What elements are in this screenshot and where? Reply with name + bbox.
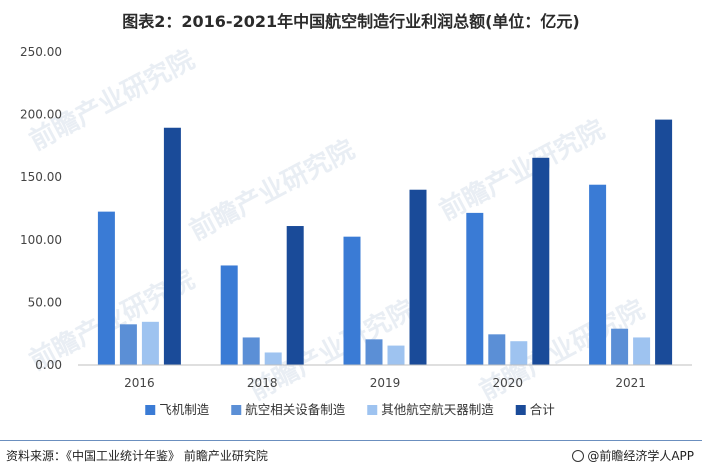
y-tick-label: 50.00 [28, 295, 62, 309]
legend-swatch [367, 405, 378, 415]
bar [409, 189, 427, 365]
y-axis: 0.00 50.00 100.00 150.00 200.00 250.00 [20, 45, 62, 372]
legend-label: 其他航空航天器制造 [381, 402, 494, 417]
bar [532, 157, 550, 365]
bars [97, 119, 673, 365]
x-tick-label: 2018 [247, 376, 278, 390]
bar [510, 341, 528, 365]
legend-label: 合计 [530, 402, 555, 417]
bar [264, 352, 282, 365]
brand-logo-icon [572, 450, 585, 462]
chart-title: 图表2：2016-2021年中国航空制造行业利润总额(单位：亿元) [122, 12, 580, 31]
bar [387, 345, 405, 365]
bar [220, 265, 238, 365]
x-tick-label: 2019 [370, 376, 401, 390]
y-tick-label: 0.00 [35, 358, 62, 372]
bar [611, 328, 629, 365]
y-tick-label: 100.00 [20, 233, 62, 247]
x-tick-label: 2016 [124, 376, 155, 390]
bar [163, 127, 181, 365]
legend-label: 航空相关设备制造 [245, 402, 346, 417]
bar [655, 119, 673, 365]
legend-swatch [231, 405, 242, 415]
bar [633, 337, 651, 365]
legend-swatch [145, 405, 156, 415]
legend-label: 飞机制造 [159, 402, 210, 417]
bar [97, 211, 115, 365]
y-tick-label: 200.00 [20, 108, 62, 122]
brand-text: @前瞻经济学人APP [587, 449, 694, 463]
bar [488, 334, 506, 365]
x-tick-label: 2020 [493, 376, 524, 390]
legend: 飞机制造 航空相关设备制造 其他航空航天器制造 合计 [145, 402, 555, 417]
bar [119, 324, 137, 365]
source-note: 资料来源：《中国工业统计年鉴》 前瞻产业研究院 [6, 449, 268, 463]
bar [286, 226, 304, 365]
bar [343, 236, 361, 365]
brand-credit: @前瞻经济学人APP [572, 447, 694, 464]
y-tick-label: 150.00 [20, 170, 62, 184]
bar [365, 339, 383, 365]
bar [141, 321, 159, 365]
x-tick-label: 2021 [615, 376, 646, 390]
y-tick-label: 250.00 [20, 45, 62, 59]
bar [466, 212, 484, 365]
legend-swatch [515, 405, 526, 415]
bar [242, 337, 260, 365]
footer-divider [0, 440, 702, 441]
x-axis: 2016 2018 2019 2020 2021 [78, 364, 692, 390]
bar [589, 184, 607, 365]
